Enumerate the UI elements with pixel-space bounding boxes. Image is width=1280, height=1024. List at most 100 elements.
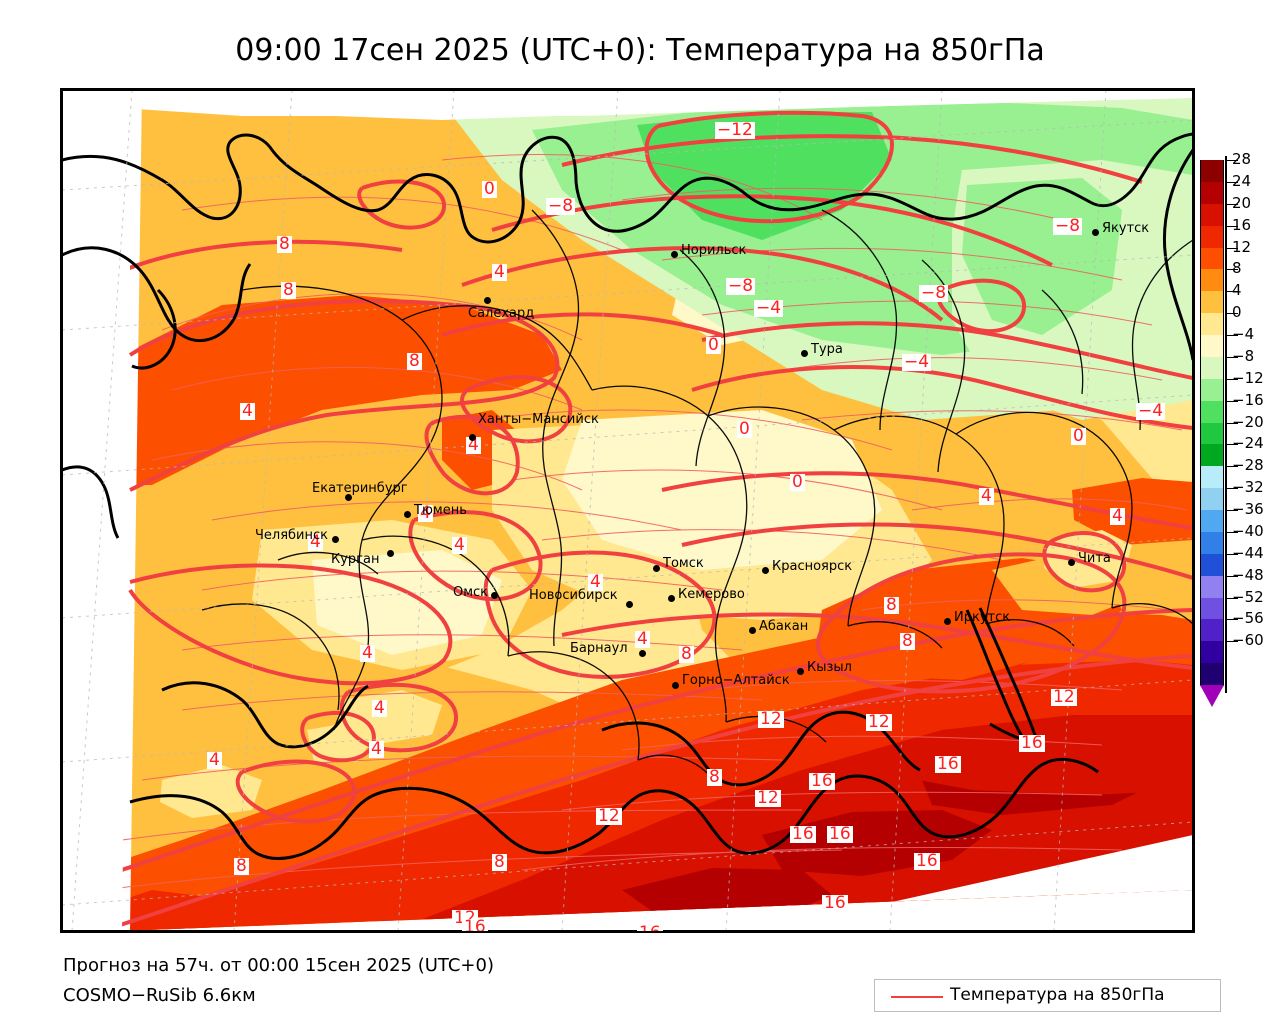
colorbar-swatch [1200,203,1224,227]
city-marker-dot [404,511,411,518]
city-marker-dot [332,536,339,543]
contour-label: 4 [979,486,994,506]
contour-label: −4 [754,298,784,318]
contour-label: 12 [755,788,781,808]
contour-label: 16 [914,851,940,871]
contour-label: 4 [418,503,433,523]
city-label: Кемерово [678,587,745,602]
contour-label: −8 [726,276,756,296]
city-marker-dot [387,550,394,557]
contour-label: 4 [207,750,222,770]
colorbar-tick-label: −56 [1232,609,1264,628]
contour-label: 4 [240,401,255,421]
colorbar-swatch [1200,356,1224,380]
colorbar-tick-label: −28 [1232,456,1264,475]
colorbar-swatch [1200,553,1224,577]
colorbar-swatch [1200,663,1224,686]
colorbar-swatch [1200,225,1224,249]
city-label: Чита [1078,551,1111,566]
colorbar-tick-label: 20 [1232,193,1252,212]
contour-label: 16 [1019,733,1045,753]
city-marker-dot [491,592,498,599]
temperature-field-svg [62,90,1193,931]
contour-label: 8 [277,234,292,254]
colorbar-tick-label: −12 [1232,368,1264,387]
colorbar-tick-label: −4 [1232,325,1255,343]
colorbar-tick-label: −24 [1232,434,1264,453]
colorbar-tick [1226,225,1238,227]
city-marker-dot [626,601,633,608]
contour-label: 4 [588,572,603,592]
city-label: Челябинск [255,528,329,543]
contour-label: 4 [452,535,467,555]
city-marker-dot [944,618,951,625]
contour-label: 4 [635,629,650,649]
contour-label: 4 [492,262,507,282]
colorbar-swatch [1200,247,1224,270]
colorbar-tick-label: −8 [1232,346,1255,365]
contour-label: 8 [900,631,915,651]
colorbar-swatch [1200,510,1224,533]
city-label: Тюмень [414,503,467,518]
contour-label: 0 [1071,426,1086,446]
colorbar-tick-label: −60 [1232,631,1264,650]
colorbar-under-arrow [1200,685,1224,707]
contour-label: 16 [462,919,488,931]
colorbar-swatch [1200,400,1224,424]
colorbar-tick-label: 4 [1232,281,1242,300]
colorbar-tick [1226,444,1238,446]
colorbar-swatch [1200,641,1224,664]
colorbar-swatch [1200,619,1224,642]
city-marker-dot [749,627,756,634]
city-label: Салехард [468,306,535,321]
colorbar-swatch [1200,597,1224,620]
colorbar-tick-label: 0 [1232,303,1242,322]
colorbar[interactable] [1200,160,1224,686]
city-label: Омск [453,585,489,600]
city-marker-dot [1092,229,1099,236]
colorbar-tick-label: 8 [1232,259,1242,278]
colorbar-tick [1226,641,1238,643]
contour-label: 0 [482,179,497,199]
colorbar-tick-label: 28 [1232,150,1252,168]
colorbar-tick [1226,553,1238,555]
contour-label: 4 [308,532,323,552]
contour-label: 12 [596,806,622,826]
colorbar-tick [1226,510,1238,511]
contour-label: −8 [1053,216,1083,236]
contour-label: 4 [1110,506,1125,526]
colorbar-swatch [1200,313,1224,336]
city-label: Горно−Алтайск [682,673,790,688]
contour-label: 8 [884,595,899,615]
city-marker-dot [671,251,678,258]
colorbar-swatch [1200,378,1224,402]
colorbar-tick-label: −20 [1232,412,1264,431]
city-label: Курган [331,552,380,567]
colorbar-tick [1226,597,1238,599]
contour-label: −12 [715,120,755,140]
map-frame[interactable]: −12 0 −8 −8 4 −8 8 8 −8 −4 0 8 −4 4 −4 0 4 0 0 4 4 4 4 4 4 4 8 4 8 8 4… [60,88,1195,933]
city-marker-dot [1068,559,1075,566]
colorbar-swatch [1200,444,1224,467]
colorbar-tick [1226,247,1238,249]
colorbar-tick [1226,575,1238,577]
colorbar-swatch [1200,422,1224,445]
city-label: Екатеринбург [312,481,408,496]
contour-label: 12 [866,712,892,732]
colorbar-tick [1226,400,1238,402]
model-info: COSMO−RuSib 6.6км [63,985,256,1006]
contour-label: 8 [707,767,722,787]
contour-label: 16 [822,893,848,913]
colorbar-tick [1226,466,1238,468]
contour-label: 12 [1051,687,1077,707]
city-label: Тура [811,342,843,357]
city-label: Красноярск [772,559,853,574]
city-label: Кызыл [807,660,852,675]
map-canvas[interactable]: −12 0 −8 −8 4 −8 8 8 −8 −4 0 8 −4 4 −4 0 4 0 0 4 4 4 4 4 4 4 8 4 8 8 4… [62,90,1193,931]
city-label: Новосибирск [529,588,618,603]
city-label: Томск [663,556,704,571]
contour-label: 0 [790,472,805,492]
contour-label: 4 [369,739,384,759]
city-label: Норильск [681,243,747,258]
colorbar-tick-label: −44 [1232,543,1264,562]
